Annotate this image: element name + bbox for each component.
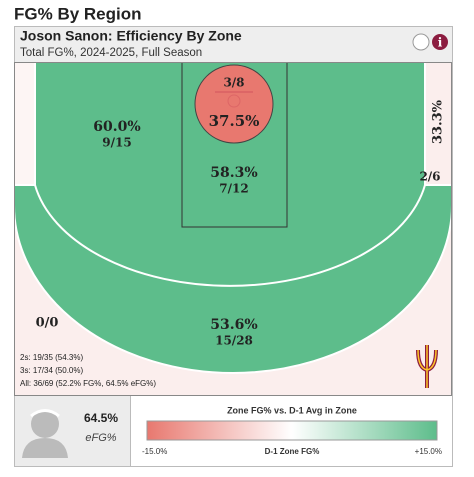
zone-pct: 33.3% <box>431 99 446 144</box>
stat-line: All: 36/69 (52.2% FG%, 64.5% eFG%) <box>20 379 156 388</box>
hoop <box>227 94 241 108</box>
toggle[interactable] <box>412 33 430 51</box>
legend-title: Zone FG% vs. D-1 Avg in Zone <box>227 405 357 415</box>
legend-mid: D-1 Zone FG% <box>265 447 320 456</box>
zone-rim <box>194 64 274 144</box>
zone-pct: 53.6% <box>210 317 257 333</box>
legend-min: -15.0% <box>142 447 167 456</box>
zone-corner-left <box>14 62 35 185</box>
zone-made: 9/15 <box>102 136 131 150</box>
zone-pct: 58.3% <box>210 165 257 181</box>
card-title: Joson Sanon: Efficiency By Zone <box>20 28 242 44</box>
team-logo <box>416 345 438 388</box>
player-avatar <box>22 409 68 458</box>
legend-gradient <box>146 420 438 441</box>
zone-made: 2/6 <box>419 170 440 184</box>
info-icon: i <box>438 36 443 50</box>
info-button[interactable] <box>432 34 448 50</box>
card-subtitle: Total FG%, 2024-2025, Full Season <box>20 47 202 59</box>
zone-pct: 37.5% <box>209 112 260 130</box>
stat-line: 2s: 19/35 (54.3%) <box>20 353 83 362</box>
player-label: eFG% <box>85 432 116 444</box>
zone-made: 0/0 <box>36 316 59 331</box>
stat-line: 3s: 17/34 (50.0%) <box>20 366 83 375</box>
zone-made: 7/12 <box>219 182 248 196</box>
card-header <box>15 27 452 62</box>
zone-made: 3/8 <box>223 76 244 90</box>
court-border <box>14 62 452 396</box>
court <box>14 62 452 395</box>
zone-made: 15/28 <box>215 334 253 348</box>
page-title: FG% By Region <box>14 4 142 23</box>
three-point-line <box>34 62 426 287</box>
zone-pct: 60.0% <box>93 119 140 135</box>
zone-boundary <box>14 204 452 374</box>
legend-max: +15.0% <box>415 447 442 456</box>
zone-right-corner <box>425 62 452 185</box>
player-value: 64.5% <box>84 411 118 425</box>
